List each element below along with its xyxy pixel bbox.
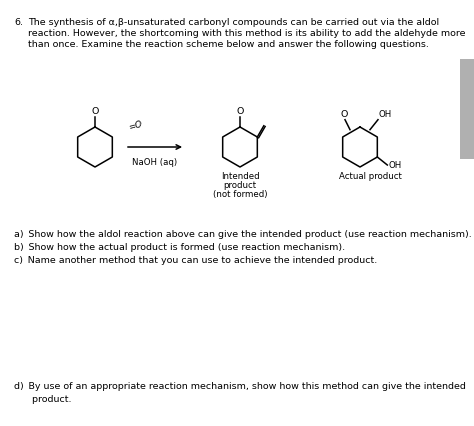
Text: OH: OH: [388, 161, 401, 170]
Text: Actual product: Actual product: [338, 172, 401, 181]
Text: than once. Examine the reaction scheme below and answer the following questions.: than once. Examine the reaction scheme b…: [28, 40, 429, 49]
Text: product: product: [223, 181, 256, 190]
Text: NaOH (aq): NaOH (aq): [132, 158, 178, 167]
Bar: [460, 60, 474, 160]
Text: c) Name another method that you can use to achieve the intended product.: c) Name another method that you can use …: [14, 256, 377, 265]
Text: Intended: Intended: [221, 172, 259, 181]
Text: O: O: [237, 107, 244, 116]
Text: O: O: [91, 107, 99, 116]
Text: reaction. However, the shortcoming with this method is its ability to add the al: reaction. However, the shortcoming with …: [28, 29, 465, 38]
Text: O: O: [340, 109, 348, 118]
Text: a) Show how the aldol reaction above can give the intended product (use reaction: a) Show how the aldol reaction above can…: [14, 230, 472, 239]
Text: b) Show how the actual product is formed (use reaction mechanism).: b) Show how the actual product is formed…: [14, 242, 345, 251]
Text: 6.: 6.: [14, 18, 23, 27]
Text: OH: OH: [379, 109, 392, 118]
Text: d) By use of an appropriate reaction mechanism, show how this method can give th: d) By use of an appropriate reaction mec…: [14, 381, 466, 390]
Text: product.: product.: [14, 394, 72, 403]
Text: =O: =O: [127, 120, 143, 132]
Text: (not formed): (not formed): [213, 190, 267, 199]
Text: The synthesis of α,β-unsaturated carbonyl compounds can be carried out via the a: The synthesis of α,β-unsaturated carbony…: [28, 18, 439, 27]
